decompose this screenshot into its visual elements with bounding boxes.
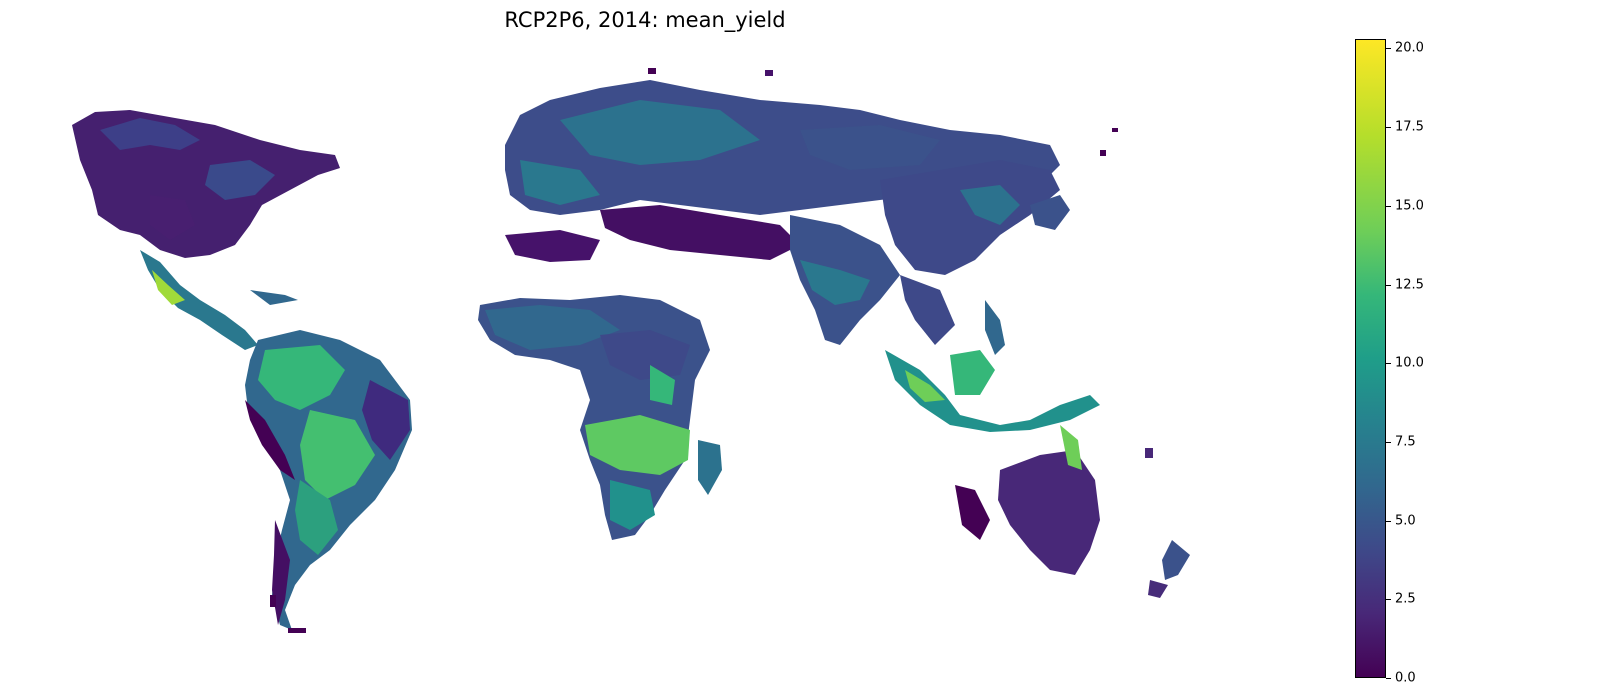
colorbar-tick xyxy=(1386,678,1391,679)
colorbar-tick-label: 20.0 xyxy=(1395,40,1424,56)
colorbar-tick-label: 5.0 xyxy=(1395,513,1416,529)
colorbar-tick xyxy=(1386,48,1391,50)
region-maritime-asia xyxy=(885,300,1100,432)
colorbar-tick xyxy=(1386,284,1391,286)
colorbar xyxy=(1355,39,1386,678)
world-yield-map xyxy=(72,68,1190,633)
colorbar-tick xyxy=(1386,520,1391,522)
region-north-america xyxy=(72,110,340,258)
colorbar-tick-label: 0.0 xyxy=(1395,670,1416,686)
colorbar-tick-label: 15.0 xyxy=(1395,198,1424,214)
colorbar-tick-label: 12.5 xyxy=(1395,277,1424,293)
colorbar-tick xyxy=(1386,127,1391,129)
region-new-zealand xyxy=(1148,540,1190,598)
region-islands xyxy=(270,68,1153,633)
colorbar-tick-label: 7.5 xyxy=(1395,434,1416,450)
colorbar-tick-label: 17.5 xyxy=(1395,119,1424,135)
region-australia xyxy=(955,425,1100,575)
region-africa xyxy=(478,295,722,540)
colorbar-tick-label: 10.0 xyxy=(1395,355,1424,371)
map-title: RCP2P6, 2014: mean_yield xyxy=(504,8,786,32)
region-central-asia xyxy=(505,205,800,262)
region-asia-south-east xyxy=(790,160,1070,345)
region-central-america xyxy=(140,250,298,350)
region-south-america xyxy=(245,330,412,630)
colorbar-tick xyxy=(1386,441,1391,443)
colorbar-tick-label: 2.5 xyxy=(1395,591,1416,607)
colorbar-tick xyxy=(1386,205,1391,207)
colorbar-tick xyxy=(1386,363,1391,365)
colorbar-tick xyxy=(1386,599,1391,601)
